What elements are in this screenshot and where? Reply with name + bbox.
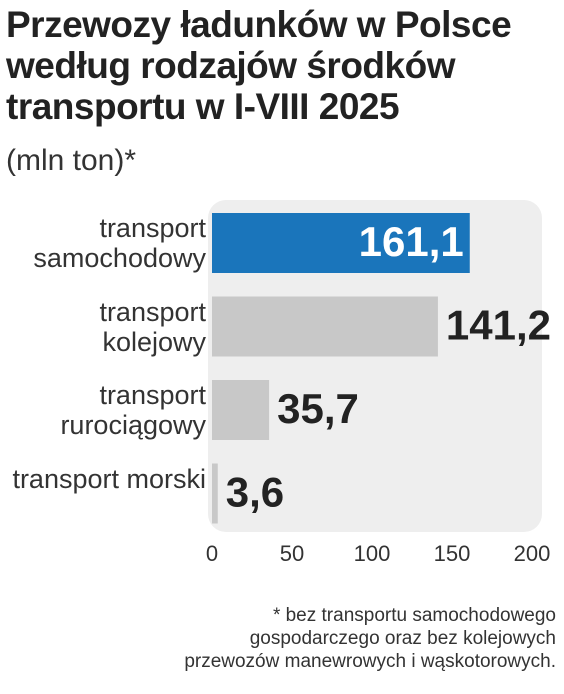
value-label: 35,7 [277,385,359,432]
bar [212,463,218,524]
footnote-line: gospodarczego oraz bez kolejowych [249,628,556,649]
title-line: transportu w I-VIII 2025 [6,86,400,127]
x-tick-label: 150 [434,541,471,566]
x-tick-label: 200 [514,541,551,566]
value-label: 141,2 [446,302,551,349]
value-label: 161,1 [359,218,464,265]
title-line: według rodzajów środków [6,45,455,86]
category-label: transport morski [12,463,206,494]
subtitle: (mln ton)* [6,144,137,177]
x-tick-label: 0 [206,541,218,566]
bar [212,296,438,357]
title-line: Przewozy ładunków w Polsce [6,4,512,45]
category-label: transport rurociągowy [60,380,206,440]
category-label: transport kolejowy [99,296,206,357]
value-label: 3,6 [226,469,284,516]
footnote: * bez transportu samochodowego gospodarcz… [184,604,556,673]
x-tick-label: 100 [354,541,391,566]
plot-background [208,200,542,532]
x-tick-label: 50 [280,541,304,566]
bar [212,380,270,440]
bar [212,213,470,273]
footnote-line: * bez transportu samochodowego [272,605,556,626]
category-label: transport samochodowy [33,213,206,273]
title: Przewozy ładunków w Polsce według rodzajó… [6,4,512,127]
footnote-line: przewozów manewrowych i wąskotorowych. [184,651,556,672]
